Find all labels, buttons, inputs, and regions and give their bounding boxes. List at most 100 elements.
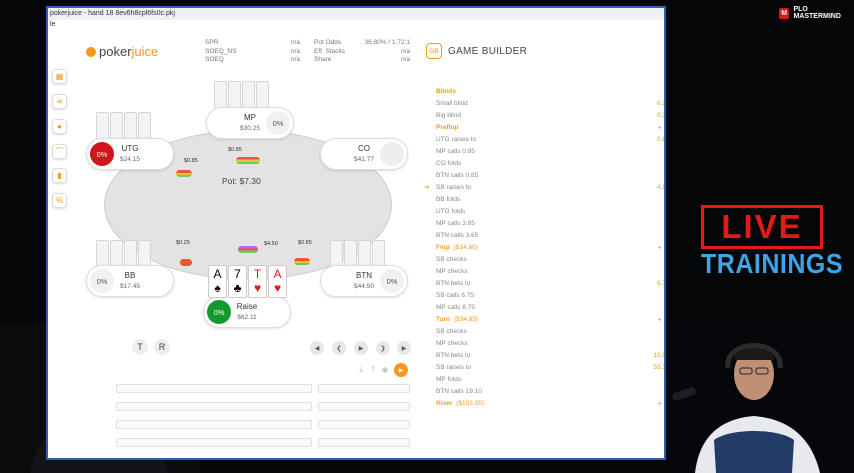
hero-card: A ♠ (208, 265, 227, 298)
action-text: SB raises to (436, 364, 472, 371)
settings-icon[interactable]: ✱ (381, 365, 389, 375)
chip-stack-icon (236, 157, 260, 164)
action-item[interactable]: UTG folds (434, 206, 664, 218)
notes-field[interactable] (318, 402, 410, 411)
action-amount: 55.2 (653, 364, 666, 371)
play-icon[interactable]: ▶ (354, 341, 368, 355)
notes-field[interactable] (318, 384, 410, 393)
seat-name: MP (244, 113, 256, 122)
seat-equity: 0% (266, 111, 290, 135)
action-item[interactable]: MP checks (434, 266, 664, 278)
next-icon[interactable]: ❯ (376, 341, 390, 355)
action-item[interactable]: SB raises to 4.5 ➔ (424, 182, 666, 194)
seat-stack: $62.11 (237, 314, 257, 321)
street-header[interactable]: Flop ($14.60) + (434, 242, 664, 254)
seat-utg[interactable]: UTG $24.15 0% (86, 138, 174, 170)
seat-bb[interactable]: BB $17.45 0% (86, 265, 174, 297)
stat-label: Eff. Stacks (314, 47, 345, 55)
seat-hero[interactable]: Raise $62.11 0% (203, 296, 291, 328)
bar-chart-icon[interactable]: ▮ (52, 168, 67, 183)
action-text: BB folds (436, 196, 461, 203)
action-text: SB raises to (436, 184, 472, 191)
street-header[interactable]: River ($103.05) + (434, 398, 664, 410)
stats-left: SPR n/a SOEQ_NS n/a SOEQ n/a (205, 39, 300, 65)
share-icon[interactable]: ⋖ (52, 94, 67, 109)
first-step-icon[interactable]: ◀ (310, 341, 324, 355)
action-text: BTN calls 3.65 (436, 232, 479, 239)
action-amount: 15.0 (653, 352, 666, 359)
street-pot: ($14.60) (453, 244, 478, 251)
action-item[interactable]: MP folds (434, 374, 664, 386)
seat-mp[interactable]: MP $30.25 0% (206, 107, 294, 139)
card-rank: A (213, 267, 222, 281)
action-item[interactable]: SB checks (434, 254, 664, 266)
action-text: Big blind (436, 112, 461, 119)
action-item[interactable]: SB raises to 55.2 (434, 362, 666, 374)
seat-stack: $17.45 (120, 283, 140, 290)
menu-bar[interactable]: le (50, 21, 56, 28)
seat-name: BTN (356, 271, 372, 280)
seat-stack: $44.50 (354, 283, 374, 290)
seat-btn[interactable]: BTN $44.50 0% (320, 265, 408, 297)
street-header[interactable]: Turn ($34.85) + (434, 314, 664, 326)
action-item[interactable]: Small blind 0.2 (434, 98, 664, 110)
action-amount: 6.7 (656, 280, 666, 287)
add-icon[interactable]: + (657, 315, 662, 324)
street-header[interactable]: Preflop + (434, 122, 664, 134)
curve-icon[interactable]: ⌒ (52, 144, 67, 159)
window-title: pokerjuice - hand 18 8ev6h8cpl6fs0c.pkj (48, 8, 664, 20)
board-letter[interactable]: T (132, 339, 148, 355)
upload-icon[interactable]: ⤒ (371, 365, 375, 374)
location-pin-icon[interactable]: ● (52, 119, 67, 134)
seat-co[interactable]: CO $41.77 (320, 138, 408, 170)
last-step-icon[interactable]: ▶ (397, 341, 411, 355)
action-item[interactable]: UTG raises to 0.8 (434, 134, 664, 146)
action-item[interactable]: BTN bets to 6.7 (434, 278, 666, 290)
action-item[interactable]: MP calls 0.85 (434, 146, 664, 158)
percent-icon[interactable]: % (52, 193, 67, 208)
hero-card: A ♥ (268, 265, 287, 298)
trainings-banner: TRAININGS (701, 248, 843, 280)
board-letter[interactable]: R (154, 339, 170, 355)
action-item[interactable]: BTN calls 0.85 (434, 170, 664, 182)
notes-field[interactable] (116, 438, 312, 447)
card-suit-icon: ♥ (253, 281, 262, 295)
street-header[interactable]: Blinds (434, 86, 664, 98)
action-amount: 4.5 (656, 184, 666, 191)
game-builder-badge[interactable]: GB (426, 43, 442, 59)
action-item[interactable]: Big blind 0.2 (434, 110, 666, 122)
add-icon[interactable]: + (657, 399, 662, 408)
action-item[interactable]: BTN calls 3.65 (434, 230, 664, 242)
notes-field[interactable] (116, 384, 312, 393)
notes-field[interactable] (116, 420, 312, 429)
download-icon[interactable]: ⤓ (359, 365, 363, 374)
action-text: MP calls 3.65 (436, 220, 475, 227)
action-item[interactable]: MP calls 3.65 (434, 218, 664, 230)
add-icon[interactable]: + (657, 243, 662, 252)
table-icon[interactable]: ▦ (52, 69, 67, 84)
stat-label: Pot Odds (314, 39, 342, 46)
action-item[interactable]: BB folds (434, 194, 664, 206)
action-text: River (436, 400, 453, 407)
action-item[interactable]: MP calls 6.75 (434, 302, 664, 314)
action-item[interactable]: SB checks (434, 326, 664, 338)
hero-card: T ♥ (248, 265, 267, 298)
notes-field[interactable] (318, 420, 410, 429)
play-orange-icon[interactable]: ▶ (394, 363, 408, 377)
seat-equity (380, 142, 404, 166)
action-item[interactable]: CO folds (434, 158, 664, 170)
notes-field[interactable] (318, 438, 410, 447)
seat-name: BB (124, 271, 136, 280)
add-icon[interactable]: + (657, 123, 662, 132)
btn-cards (330, 240, 385, 268)
card-suit-icon: ♥ (273, 281, 282, 295)
previous-icon[interactable]: ❮ (332, 341, 346, 355)
action-amount: 0.2 (656, 112, 666, 119)
notes-field[interactable] (116, 402, 312, 411)
action-item[interactable]: MP checks (434, 338, 664, 350)
action-item[interactable]: SB calls 6.75 (434, 290, 664, 302)
action-item[interactable]: BTN calls 19.10 (434, 386, 664, 398)
chip-stack-icon (180, 259, 192, 266)
street-pot: ($34.85) (453, 316, 479, 323)
action-item[interactable]: BTN bets to 15.0 (434, 350, 666, 362)
